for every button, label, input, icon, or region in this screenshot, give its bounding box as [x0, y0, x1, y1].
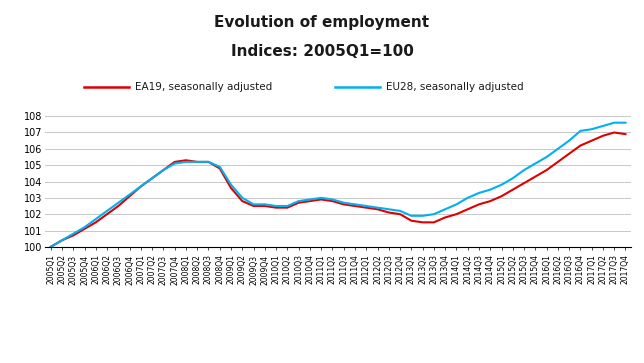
EA19, seasonally adjusted — [396, 212, 404, 216]
EU28, seasonally adjusted — [621, 121, 629, 125]
Text: Indices: 2005Q1=100: Indices: 2005Q1=100 — [231, 44, 413, 58]
Text: Evolution of employment: Evolution of employment — [214, 15, 430, 29]
Line: EU28, seasonally adjusted: EU28, seasonally adjusted — [51, 123, 625, 247]
EA19, seasonally adjusted — [250, 204, 258, 208]
EU28, seasonally adjusted — [92, 217, 100, 221]
EU28, seasonally adjusted — [317, 196, 325, 200]
EU28, seasonally adjusted — [250, 202, 258, 207]
EA19, seasonally adjusted — [92, 220, 100, 224]
Line: EA19, seasonally adjusted: EA19, seasonally adjusted — [51, 132, 625, 247]
EA19, seasonally adjusted — [576, 143, 584, 148]
Text: EA19, seasonally adjusted: EA19, seasonally adjusted — [135, 82, 272, 92]
EA19, seasonally adjusted — [317, 197, 325, 201]
EU28, seasonally adjusted — [611, 121, 618, 125]
EU28, seasonally adjusted — [576, 129, 584, 133]
Text: EU28, seasonally adjusted: EU28, seasonally adjusted — [386, 82, 524, 92]
EA19, seasonally adjusted — [621, 132, 629, 136]
EA19, seasonally adjusted — [611, 130, 618, 135]
EU28, seasonally adjusted — [396, 209, 404, 213]
EA19, seasonally adjusted — [47, 245, 55, 249]
EU28, seasonally adjusted — [47, 245, 55, 249]
EA19, seasonally adjusted — [419, 220, 426, 224]
EU28, seasonally adjusted — [419, 213, 426, 218]
